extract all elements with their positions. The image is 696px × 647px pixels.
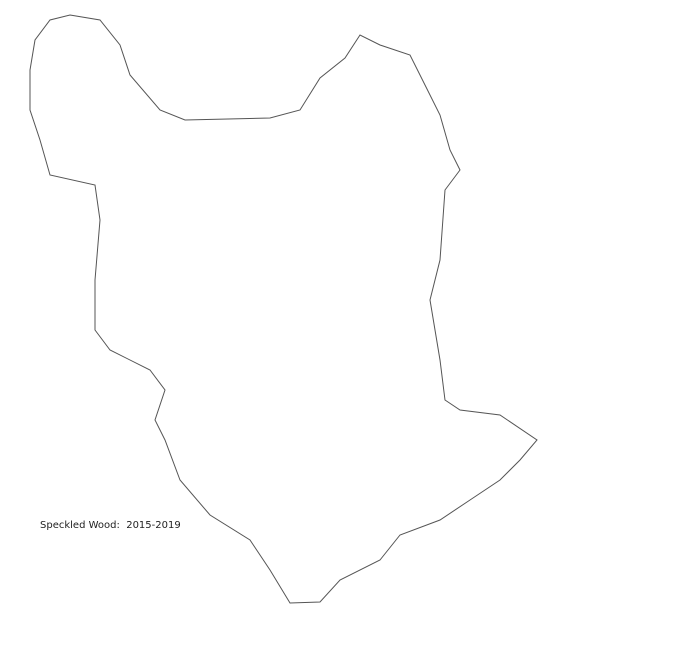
legend: Speckled Wood: 2015-2019: [40, 520, 181, 531]
legend-title: Speckled Wood: 2015-2019: [40, 520, 181, 531]
county-boundary: [29, 14, 538, 604]
